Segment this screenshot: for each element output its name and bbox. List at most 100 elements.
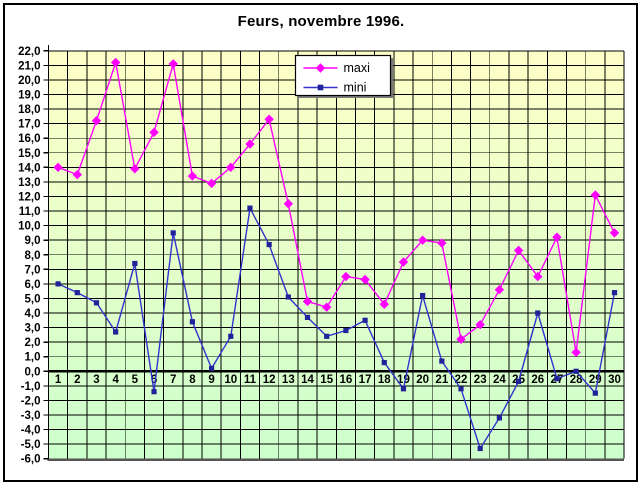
- y-tick-label: 6,0: [25, 279, 41, 291]
- chart-title: Feurs, novembre 1996.: [237, 13, 405, 30]
- x-tick-label: 18: [378, 374, 391, 386]
- data-point-marker: [343, 327, 349, 334]
- x-tick-label: 22: [455, 374, 468, 386]
- data-point-marker: [91, 116, 102, 126]
- y-tick-label: 18,0: [18, 104, 40, 116]
- data-point-marker: [149, 127, 159, 138]
- data-point-marker: [317, 84, 324, 91]
- y-tick-label: -6,0: [21, 454, 41, 466]
- series-mini: [55, 205, 618, 452]
- data-point-marker: [592, 390, 598, 396]
- x-tick-label: 10: [224, 374, 237, 386]
- y-tick-label: 15,0: [18, 148, 40, 160]
- x-tick-label: 17: [359, 374, 372, 386]
- y-tick-label: 0,0: [25, 366, 41, 378]
- y-tick-label: 20,0: [18, 75, 40, 87]
- y-tick-label: 10,0: [18, 221, 40, 233]
- legend-label-maxi: maxi: [344, 61, 370, 75]
- data-point-marker: [360, 274, 370, 285]
- y-tick-label: 7,0: [25, 264, 41, 276]
- data-point-marker: [458, 386, 464, 392]
- data-point-marker: [513, 245, 524, 256]
- data-point-marker: [611, 290, 618, 296]
- data-point-marker: [477, 445, 483, 452]
- y-axis: [43, 44, 50, 460]
- x-tick-label: 2: [74, 374, 80, 386]
- y-tick-label: 12,0: [18, 191, 40, 203]
- data-point-marker: [208, 365, 215, 371]
- x-tick-label: 20: [416, 374, 429, 386]
- data-point-marker: [74, 290, 80, 296]
- data-point-marker: [554, 375, 560, 382]
- data-point-marker: [226, 162, 236, 173]
- series-line-mini: [57, 207, 616, 450]
- x-tick-label: 8: [189, 374, 196, 386]
- y-tick-label: -4,0: [21, 425, 41, 437]
- y-tick-label: 21,0: [18, 60, 40, 72]
- data-point-marker: [304, 314, 311, 320]
- x-tick-label: 5: [132, 374, 139, 386]
- data-point-marker: [341, 271, 351, 282]
- x-tick-label: 11: [244, 374, 257, 386]
- y-tick-label: -2,0: [21, 395, 41, 407]
- data-point-marker: [302, 296, 313, 307]
- data-point-marker: [247, 205, 253, 211]
- data-point-marker: [187, 171, 198, 181]
- y-tick-label: 17,0: [18, 119, 40, 131]
- data-point-marker: [321, 302, 332, 312]
- y-tick-label: 2,0: [25, 337, 41, 349]
- y-tick-label: 3,0: [25, 323, 41, 335]
- y-tick-label: 16,0: [18, 133, 40, 145]
- data-point-marker: [315, 63, 326, 73]
- x-tick-label: 29: [589, 374, 602, 386]
- data-point-marker: [206, 178, 217, 189]
- y-tick-label: 1,0: [25, 352, 41, 364]
- data-point-marker: [266, 241, 272, 248]
- data-point-marker: [494, 285, 505, 295]
- x-tick-label: 4: [112, 374, 119, 386]
- x-tick-label: 13: [282, 374, 295, 386]
- data-point-marker: [285, 294, 291, 300]
- x-tick-label: 24: [493, 374, 506, 386]
- y-tick-label: 13,0: [18, 177, 40, 189]
- data-point-marker: [533, 271, 543, 282]
- y-axis-labels: 22,0 21,0 20,0 19,0 18,0 17,0 16,0 15,0 14,0 13,0…: [18, 46, 40, 466]
- data-point-marker: [417, 235, 428, 245]
- data-point-marker: [283, 199, 294, 209]
- data-point-marker: [381, 359, 387, 366]
- x-axis-labels: 1 2 3 4 5 6 7 8 9 10 11 12 13 14 15 16 17 18 19 20 21 22 23 24 2…: [55, 374, 621, 386]
- data-point-marker: [496, 415, 502, 421]
- data-point-marker: [437, 238, 447, 248]
- data-point-marker: [379, 299, 389, 309]
- data-point-marker: [55, 281, 61, 287]
- data-point-marker: [552, 232, 562, 242]
- data-point-marker: [264, 114, 274, 124]
- y-tick-label: -5,0: [21, 439, 41, 451]
- data-point-marker: [571, 347, 581, 358]
- y-tick-label: -1,0: [21, 381, 41, 393]
- x-tick-label: 9: [208, 374, 214, 386]
- data-point-marker: [362, 317, 368, 323]
- x-tick-label: 21: [435, 374, 448, 386]
- data-point-marker: [398, 257, 409, 267]
- data-point-marker: [168, 59, 178, 69]
- chart-border: [3, 3, 638, 482]
- data-point-marker: [132, 260, 138, 267]
- x-tick-label: 7: [170, 374, 176, 386]
- data-point-marker: [130, 164, 140, 174]
- series-line-maxi: [57, 61, 616, 354]
- data-point-marker: [245, 139, 255, 149]
- x-tick-label: 1: [55, 374, 62, 386]
- legend-label-mini: mini: [344, 81, 367, 95]
- legend: maxi mini: [294, 54, 393, 98]
- data-point-marker: [228, 333, 234, 339]
- data-point-marker: [609, 228, 620, 238]
- legend-entry-mini: mini: [303, 81, 367, 95]
- x-tick-label: 14: [301, 374, 314, 386]
- data-point-marker: [170, 230, 176, 236]
- x-tick-label: 16: [339, 374, 352, 386]
- data-point-marker: [590, 190, 601, 200]
- y-tick-label: 22,0: [18, 46, 40, 58]
